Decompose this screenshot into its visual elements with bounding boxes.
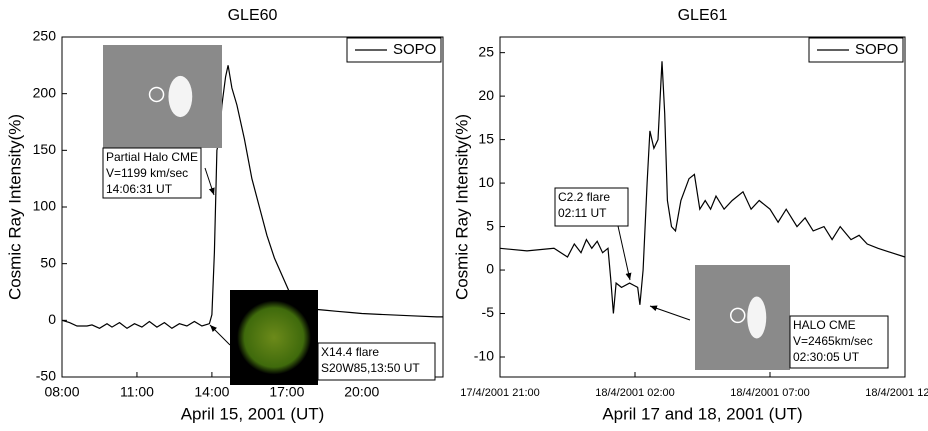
annotation-text: C2.2 flare: [558, 190, 610, 204]
x-tick-label: 18/4/2001 02:00: [595, 387, 675, 399]
legend-label: SOPO: [393, 41, 436, 58]
sun-disk: [237, 300, 311, 375]
x-tick-label: 20:00: [344, 384, 379, 400]
cme-bright: [168, 75, 193, 118]
annotation-arrow: [204, 167, 215, 196]
x-tick-label: 18/4/2001 07:00: [730, 387, 810, 399]
annotation-arrow: [209, 324, 231, 346]
occulter: [730, 307, 746, 324]
x-axis-label: April 17 and 18, 2001 (UT): [602, 404, 802, 423]
legend-label: SOPO: [855, 41, 898, 58]
y-tick-label: 200: [33, 84, 57, 100]
y-tick-label: -10: [474, 348, 494, 364]
x-tick-label: 17:00: [269, 384, 304, 400]
chart-title: GLE60: [228, 7, 278, 24]
y-tick-label: 100: [33, 198, 57, 214]
annotation-image: [695, 265, 790, 370]
chart-title: GLE61: [678, 7, 728, 24]
y-axis-label: Cosmic Ray Intensity(%): [452, 114, 471, 300]
annotation-text: 02:11 UT: [558, 206, 607, 220]
annotation-arrow: [649, 305, 691, 321]
annotation-box: [317, 342, 436, 381]
annotation-text: HALO CME: [793, 318, 856, 332]
x-axis-label: April 15, 2001 (UT): [181, 404, 325, 423]
y-tick-label: 25: [478, 43, 494, 59]
y-tick-label: 0: [486, 261, 494, 277]
cme-bright: [747, 296, 767, 339]
annotation-box: [789, 315, 889, 369]
y-tick-label: 50: [40, 254, 56, 270]
x-tick-label: 14:00: [194, 384, 229, 400]
annotation-box: [102, 147, 202, 199]
y-tick-label: -5: [482, 304, 495, 320]
annotation-arrow: [617, 225, 632, 281]
annotation-text: V=1199 km/sec: [106, 166, 188, 180]
plot-frame: [499, 36, 906, 378]
y-tick-label: 0: [48, 311, 56, 327]
x-tick-label: 08:00: [44, 384, 79, 400]
y-axis-label: Cosmic Ray Intensity(%): [5, 114, 24, 300]
annotation-text: 02:30:05 UT: [793, 350, 860, 364]
annotation-box: [554, 187, 629, 227]
annotation-text: 14:06:31 UT: [106, 182, 173, 196]
y-tick-label: 150: [33, 141, 57, 157]
annotation-text: Partial Halo CME: [106, 150, 198, 164]
y-tick-label: 15: [478, 130, 494, 146]
x-tick-label: 17/4/2001 21:00: [460, 387, 540, 399]
y-tick-label: 5: [486, 217, 494, 233]
x-tick-label: 18/4/2001 12:00: [865, 387, 928, 399]
data-line: [499, 61, 906, 314]
y-tick-label: 20: [478, 87, 494, 103]
annotation-text: V=2465km/sec: [793, 334, 873, 348]
x-tick-label: 11:00: [120, 384, 154, 400]
occulter: [148, 86, 165, 103]
annotation-text: X14.4 flare: [321, 345, 379, 359]
y-tick-label: -50: [36, 368, 56, 384]
y-tick-label: 10: [478, 174, 494, 190]
y-tick-label: 250: [33, 28, 57, 44]
annotation-text: S20W85,13:50 UT: [321, 361, 420, 375]
